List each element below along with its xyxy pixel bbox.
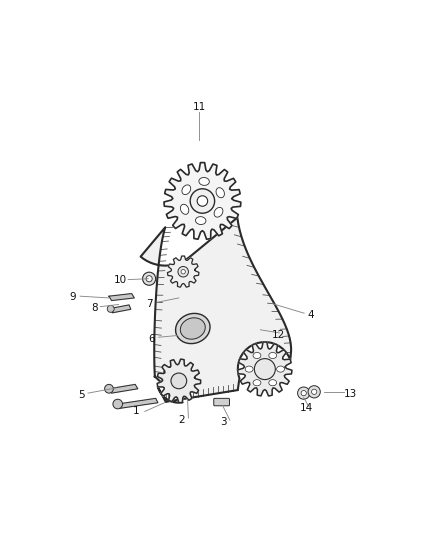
Circle shape	[146, 276, 152, 282]
Circle shape	[297, 387, 310, 399]
Text: 1: 1	[133, 407, 139, 416]
Circle shape	[197, 196, 208, 206]
Text: 12: 12	[271, 330, 285, 341]
Circle shape	[113, 399, 123, 409]
Text: 2: 2	[179, 415, 185, 425]
Text: 14: 14	[300, 403, 313, 414]
Polygon shape	[157, 359, 201, 403]
Circle shape	[254, 359, 276, 379]
Ellipse shape	[245, 366, 253, 372]
Ellipse shape	[253, 352, 261, 359]
Ellipse shape	[195, 216, 206, 224]
Circle shape	[308, 386, 320, 398]
Text: 5: 5	[78, 390, 85, 400]
Text: 10: 10	[114, 276, 127, 286]
Ellipse shape	[269, 352, 277, 359]
Polygon shape	[118, 398, 158, 408]
Text: 3: 3	[220, 417, 227, 427]
Text: 13: 13	[343, 389, 357, 399]
Polygon shape	[111, 305, 131, 313]
Ellipse shape	[216, 188, 224, 198]
Ellipse shape	[180, 318, 205, 339]
Polygon shape	[109, 384, 138, 393]
Circle shape	[107, 305, 114, 312]
Ellipse shape	[214, 207, 223, 217]
Text: 6: 6	[148, 334, 155, 344]
Polygon shape	[167, 256, 199, 287]
Circle shape	[301, 391, 306, 395]
Ellipse shape	[180, 204, 189, 214]
Circle shape	[171, 373, 187, 389]
Ellipse shape	[269, 379, 277, 386]
Text: 4: 4	[307, 310, 314, 319]
Ellipse shape	[182, 185, 191, 195]
Ellipse shape	[253, 379, 261, 386]
Ellipse shape	[162, 365, 191, 390]
Text: 9: 9	[69, 292, 76, 302]
Ellipse shape	[277, 366, 285, 372]
Circle shape	[143, 272, 155, 285]
FancyBboxPatch shape	[214, 398, 230, 406]
Polygon shape	[164, 163, 241, 239]
Circle shape	[105, 384, 113, 393]
Circle shape	[178, 266, 188, 277]
Polygon shape	[109, 294, 134, 301]
Ellipse shape	[199, 177, 209, 185]
Circle shape	[311, 389, 317, 394]
Text: 7: 7	[146, 298, 152, 309]
Text: 11: 11	[193, 102, 206, 112]
Ellipse shape	[176, 313, 210, 344]
Circle shape	[181, 270, 185, 274]
Text: 8: 8	[91, 303, 98, 313]
Polygon shape	[141, 217, 291, 403]
Polygon shape	[238, 342, 292, 396]
Circle shape	[190, 189, 215, 213]
